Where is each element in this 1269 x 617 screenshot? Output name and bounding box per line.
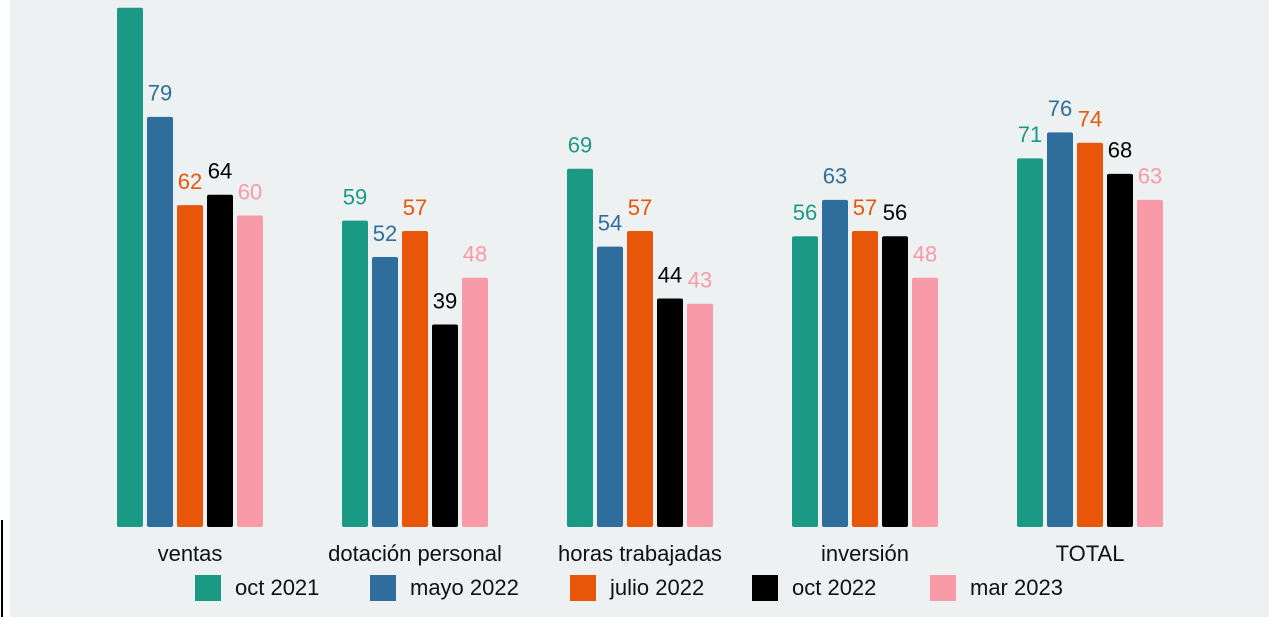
bar <box>1017 158 1043 527</box>
bar <box>117 7 143 527</box>
bar <box>912 277 938 527</box>
data-label: 57 <box>853 195 877 220</box>
data-label: 57 <box>403 195 427 220</box>
data-label: 76 <box>1048 96 1072 121</box>
bar <box>627 231 653 527</box>
x-tick-label: TOTAL <box>1056 541 1125 566</box>
data-label: 57 <box>628 195 652 220</box>
data-label: 63 <box>1138 164 1162 189</box>
bar <box>432 324 458 527</box>
data-label: 79 <box>148 81 172 106</box>
data-label: 69 <box>568 133 592 158</box>
data-label: 62 <box>178 169 202 194</box>
bar <box>177 205 203 527</box>
bar <box>1077 142 1103 527</box>
legend-swatch <box>195 575 221 601</box>
bar <box>237 215 263 527</box>
legend-swatch <box>752 575 778 601</box>
data-label: 48 <box>913 242 937 267</box>
bar <box>1137 199 1163 527</box>
data-label: 74 <box>1078 107 1102 132</box>
bar <box>597 246 623 527</box>
data-label: 43 <box>688 268 712 293</box>
bar <box>567 168 593 527</box>
data-label: 64 <box>208 159 232 184</box>
bar <box>372 257 398 527</box>
legend-swatch <box>370 575 396 601</box>
data-label: 60 <box>238 179 262 204</box>
bar <box>822 199 848 527</box>
bar <box>462 277 488 527</box>
data-label: 48 <box>463 242 487 267</box>
legend-label: oct 2021 <box>235 575 319 600</box>
bar <box>792 236 818 527</box>
bar <box>207 194 233 527</box>
x-tick-label: horas trabajadas <box>558 541 722 566</box>
data-label: 56 <box>793 200 817 225</box>
legend-swatch <box>930 575 956 601</box>
legend-label: oct 2022 <box>792 575 876 600</box>
x-tick-label: dotación personal <box>328 541 502 566</box>
data-label: 59 <box>343 184 367 209</box>
data-label: 39 <box>433 288 457 313</box>
data-label: 52 <box>373 221 397 246</box>
bar <box>882 236 908 527</box>
bar <box>687 303 713 527</box>
x-tick-label: inversión <box>821 541 909 566</box>
data-label: 68 <box>1108 138 1132 163</box>
bar <box>1047 132 1073 527</box>
data-label: 56 <box>883 200 907 225</box>
data-label: 71 <box>1018 122 1042 147</box>
bar <box>657 298 683 527</box>
x-tick-label: ventas <box>158 541 223 566</box>
data-label: 54 <box>598 210 622 235</box>
legend-label: mayo 2022 <box>410 575 519 600</box>
bar <box>342 220 368 527</box>
legend-label: julio 2022 <box>609 575 704 600</box>
data-label: 63 <box>823 164 847 189</box>
legend-swatch <box>570 575 596 601</box>
legend-label: mar 2023 <box>970 575 1063 600</box>
data-label: 44 <box>658 262 682 287</box>
bar <box>852 231 878 527</box>
bar <box>147 116 173 527</box>
bar <box>1107 173 1133 527</box>
bar <box>402 231 428 527</box>
